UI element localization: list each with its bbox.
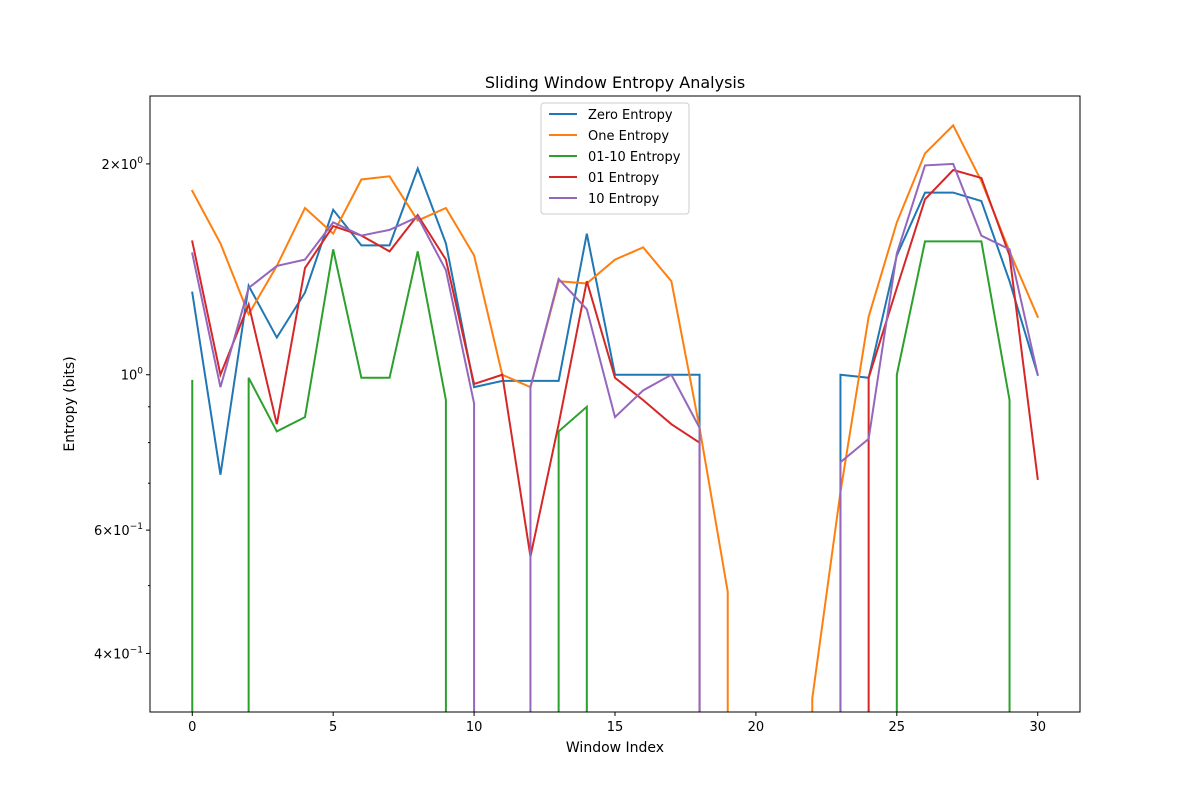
y-axis: 4×10−1 6×10−1 100 2×100 xyxy=(94,156,150,662)
legend-label: 01 Entropy xyxy=(588,171,659,186)
series-line-one-entropy xyxy=(190,123,1040,712)
legend-label: 01-10 Entropy xyxy=(588,150,681,165)
x-axis-label: Window Index xyxy=(566,740,664,756)
legend-label: One Entropy xyxy=(588,129,669,144)
x-tick-label: 10 xyxy=(466,720,483,735)
series-line-10-entropy xyxy=(191,162,1039,712)
x-axis: 0 5 10 15 20 25 30 xyxy=(188,712,1046,735)
series-line-zero-entropy xyxy=(191,165,1039,712)
y-tick-label: 100 xyxy=(121,367,144,384)
legend-label: Zero Entropy xyxy=(588,108,673,123)
legend-label: 10 Entropy xyxy=(588,192,659,207)
x-tick-label: 20 xyxy=(748,720,765,735)
y-tick-label: 2×100 xyxy=(102,156,144,173)
legend-item: 01 Entropy xyxy=(549,171,659,186)
y-tick-label: 6×10−1 xyxy=(94,522,143,539)
legend-box xyxy=(540,102,690,215)
legend-item: One Entropy xyxy=(549,129,669,144)
legend-item: 01-10 Entropy xyxy=(549,150,681,165)
series-line-01-10-entropy xyxy=(191,240,1011,712)
y-tick-label: 4×10−1 xyxy=(94,645,143,662)
series-line-01-entropy xyxy=(191,168,1039,712)
x-tick-label: 30 xyxy=(1029,720,1046,735)
chart-title: Sliding Window Entropy Analysis xyxy=(485,73,745,92)
x-tick-label: 0 xyxy=(188,720,196,735)
x-tick-label: 5 xyxy=(329,720,337,735)
series-layer xyxy=(190,123,1040,712)
legend-item: 10 Entropy xyxy=(549,192,659,207)
legend: Zero Entropy One Entropy 01-10 Entropy 01 E… xyxy=(540,102,690,215)
y-axis-label: Entropy (bits) xyxy=(62,356,78,451)
x-tick-label: 25 xyxy=(889,720,906,735)
legend-item: Zero Entropy xyxy=(549,108,673,123)
x-tick-label: 15 xyxy=(607,720,624,735)
